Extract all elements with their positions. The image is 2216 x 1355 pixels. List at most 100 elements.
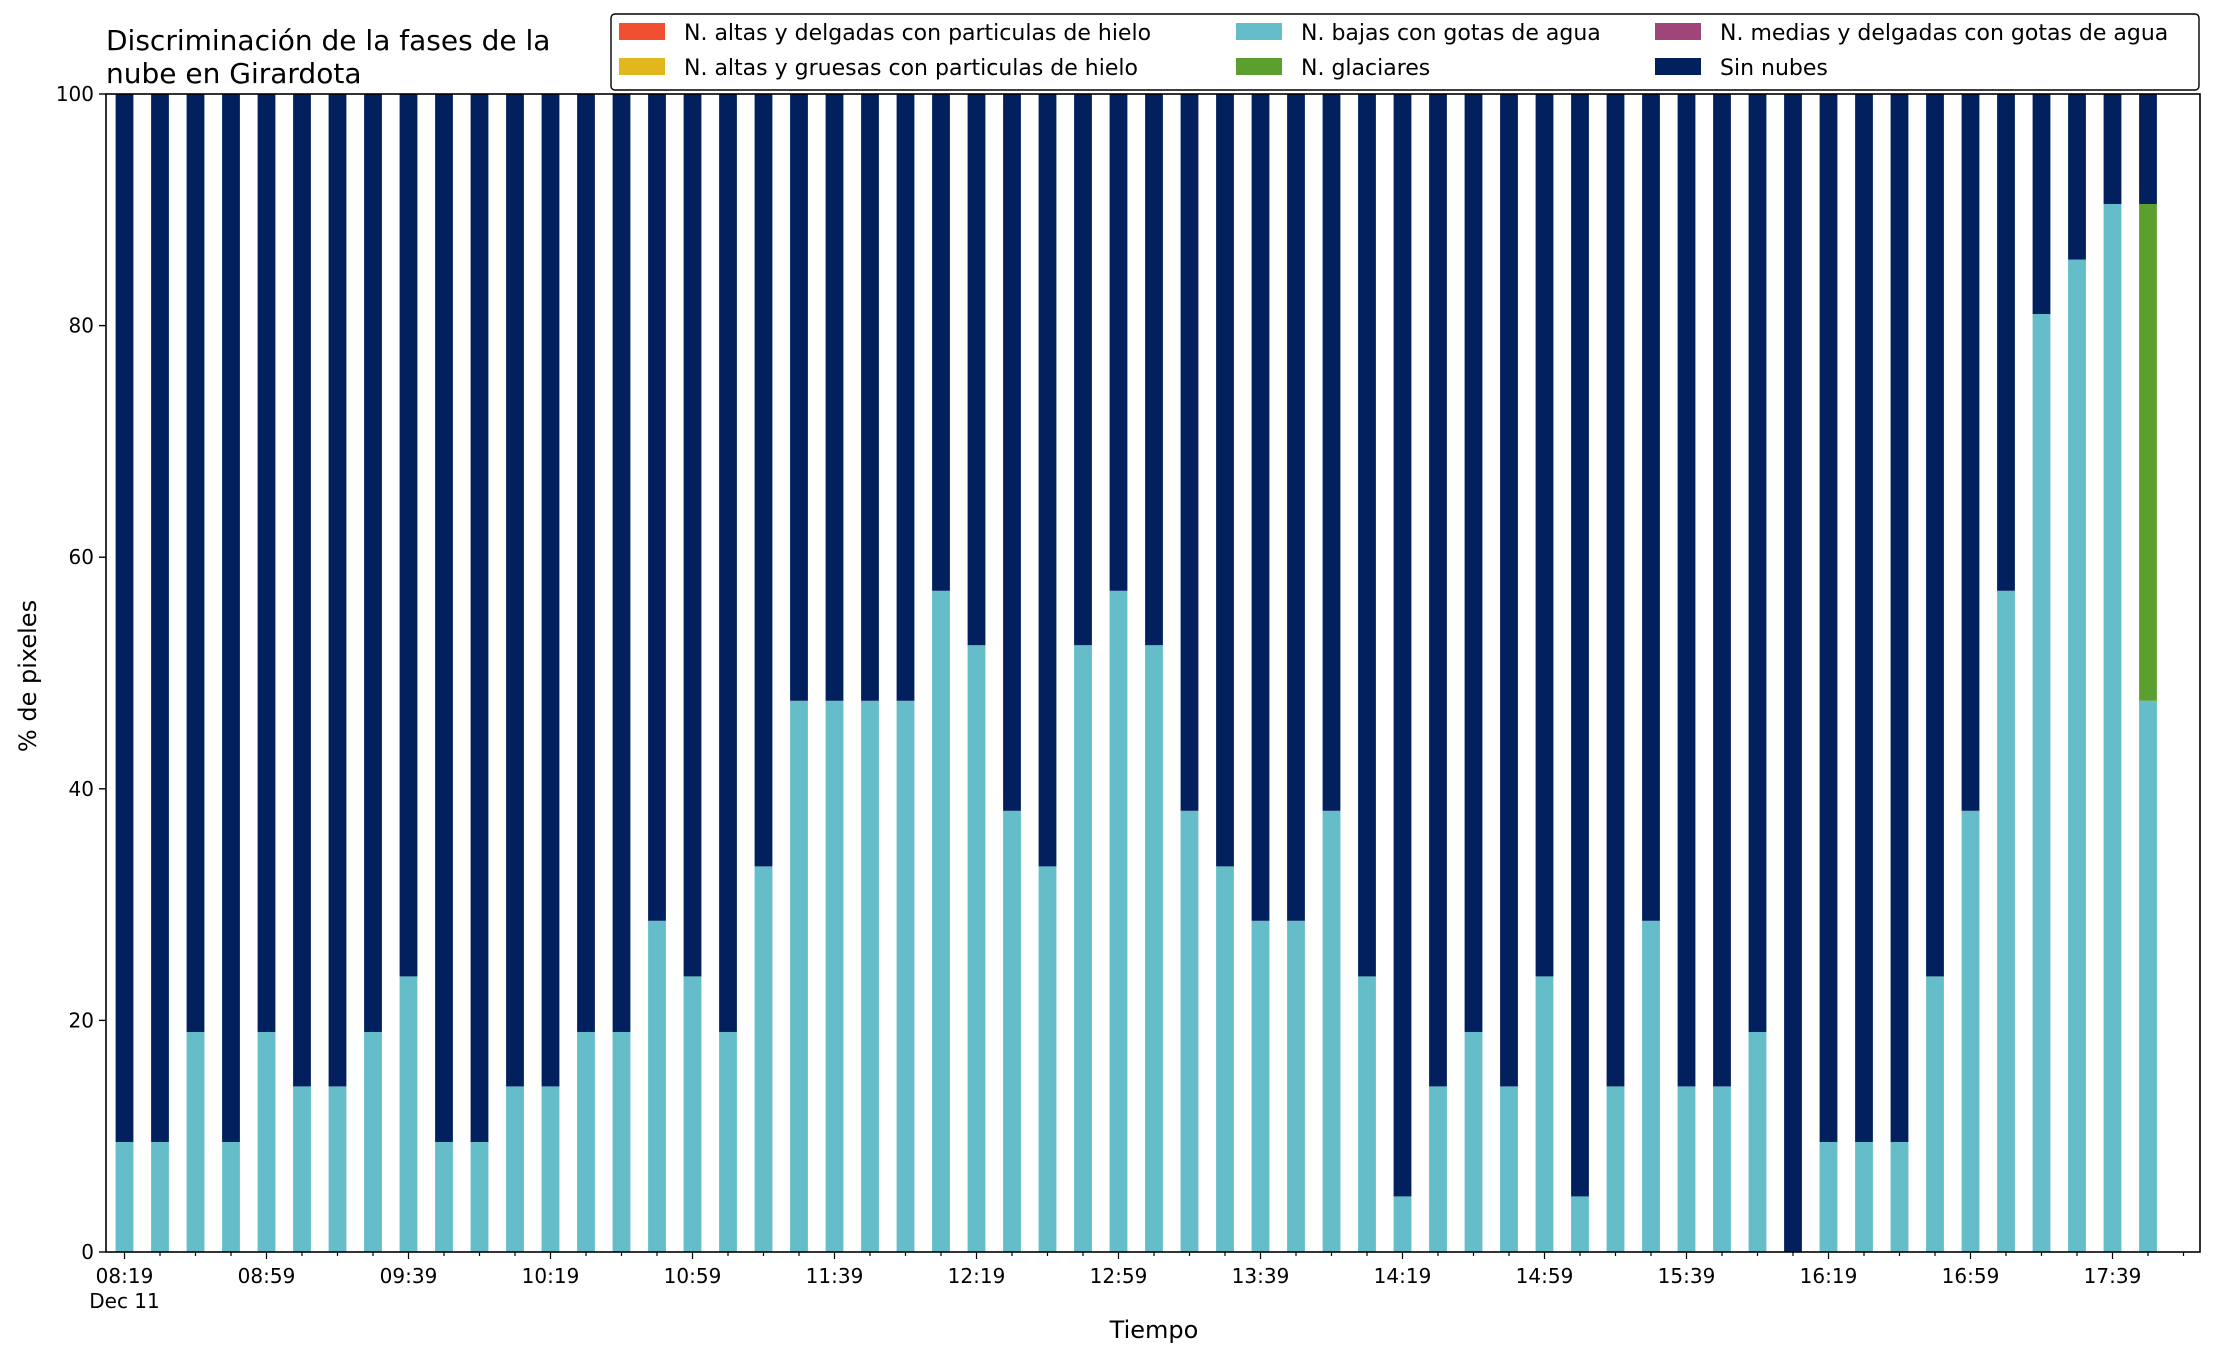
x-tick-label: 12:19 [948,1264,1006,1288]
plot-area: 0 20 40 60 80 100 08:19 08:59 09:39 10:19 10:59 11:… [56,82,2201,1313]
x-tick-label: 15:39 [1658,1264,1716,1288]
bar-segment-2-40 [1535,976,1554,1252]
bar-segment-5-23 [932,94,950,591]
y-tick-label: 100 [56,82,94,106]
bar-segment-5-15 [648,94,666,921]
bar-segment-5-11 [506,94,524,1087]
bar-segment-2-54 [2032,314,2051,1252]
x-tick-label: 16:19 [1800,1264,1858,1288]
legend-swatch [619,58,665,75]
bar-segment-5-2 [186,94,205,1032]
legend-swatch [1655,58,1701,75]
bar-segment-2-43 [1642,920,1660,1252]
bar-segment-5-1 [151,94,169,1142]
legend-swatch [1655,23,1701,40]
bar-segment-5-36 [1393,94,1412,1197]
bar-segment-2-39 [1500,1086,1518,1252]
bar-segment-2-45 [1713,1086,1731,1252]
bar-segment-5-45 [1713,94,1731,1087]
bar-segment-2-19 [790,700,808,1252]
bar-segment-2-13 [577,1031,595,1252]
bar-segment-5-24 [967,94,986,646]
bar-segment-2-50 [1890,1141,1909,1252]
bar-segment-2-53 [1997,590,2015,1252]
bar-segment-5-44 [1677,94,1696,1087]
bar-segment-5-56 [2103,94,2122,205]
bar-segment-5-8 [399,94,418,977]
bar-segment-5-47 [1784,94,1802,1252]
bar-segment-5-14 [612,94,631,1032]
bar-segment-5-39 [1500,94,1518,1087]
bar-segment-5-51 [1926,94,1944,977]
bar-segment-2-41 [1571,1196,1589,1252]
bar-segment-2-32 [1251,920,1270,1252]
bar-segment-2-16 [683,976,702,1252]
bar-segment-2-27 [1074,645,1092,1252]
bar-segment-5-37 [1429,94,1447,1087]
bar-segment-2-42 [1606,1086,1625,1252]
bar-segment-5-48 [1819,94,1838,1142]
x-tick-label: 12:59 [1090,1264,1148,1288]
bar-segment-5-0 [115,94,134,1142]
bar-segment-5-22 [896,94,915,701]
y-axis-label: % de pixeles [14,600,42,752]
bar-segment-2-10 [470,1141,489,1252]
y-tick-label: 80 [69,314,94,338]
bar-segment-2-25 [1003,810,1021,1252]
bar-segment-2-15 [648,920,666,1252]
bar-segment-2-56 [2103,204,2122,1252]
bar-segment-5-18 [754,94,773,867]
bar-segment-2-11 [506,1086,524,1252]
bar-segment-2-20 [825,700,844,1252]
bar-segment-5-53 [1997,94,2015,591]
bar-segment-2-8 [399,976,418,1252]
chart-title-line-1: Discriminación de la fases de la [106,24,550,57]
bar-segment-5-28 [1109,94,1128,591]
bar-segment-2-29 [1145,645,1163,1252]
bar-segment-2-55 [2068,259,2086,1253]
bar-segment-5-12 [541,94,560,1087]
x-tick-label: 13:39 [1232,1264,1290,1288]
x-tick-label: 10:19 [522,1264,580,1288]
legend: N. altas y delgadas con particulas de hi… [610,13,2200,91]
bar-segment-2-31 [1216,866,1234,1252]
bar-segment-5-40 [1535,94,1554,977]
bar-segment-5-38 [1464,94,1483,1032]
bar-segment-2-17 [719,1031,737,1252]
bar-segment-5-7 [364,94,382,1032]
bar-segment-5-3 [222,94,240,1142]
x-axis-label: Tiempo [1109,1316,1199,1344]
bar-segment-5-54 [2032,94,2051,315]
x-tick-label: 08:19 [96,1264,154,1288]
legend-swatch [1236,23,1282,40]
bar-segment-3-57 [2139,204,2157,701]
bar-segment-5-19 [790,94,808,701]
x-tick-label: 17:39 [2084,1264,2142,1288]
x-tick-label: 16:59 [1942,1264,2000,1288]
bar-segment-5-32 [1251,94,1270,921]
bar-segment-5-35 [1358,94,1376,977]
bar-segment-5-29 [1145,94,1163,646]
bar-segment-2-0 [115,1141,134,1252]
legend-label: N. glaciares [1301,56,1430,81]
bar-segment-5-43 [1642,94,1660,921]
plot-frame [105,93,2201,1253]
bar-segment-5-41 [1571,94,1589,1197]
legend-frame [610,13,2200,91]
bar-segment-5-42 [1606,94,1625,1087]
bar-segment-5-52 [1961,94,1980,811]
bar-segment-2-12 [541,1086,560,1252]
bar-segment-5-57 [2139,94,2157,205]
bar-segment-2-23 [932,590,950,1252]
bar-segment-2-1 [151,1141,169,1252]
y-tick-label: 40 [69,777,94,801]
legend-label: N. altas y delgadas con particulas de hi… [684,21,1151,46]
x-tick-label: 09:39 [380,1264,438,1288]
bar-segment-5-5 [293,94,311,1087]
bar-segment-5-6 [328,94,347,1087]
bar-segment-5-9 [435,94,453,1142]
bar-segment-2-51 [1926,976,1944,1252]
bar-segment-5-20 [825,94,844,701]
legend-swatch [619,23,665,40]
